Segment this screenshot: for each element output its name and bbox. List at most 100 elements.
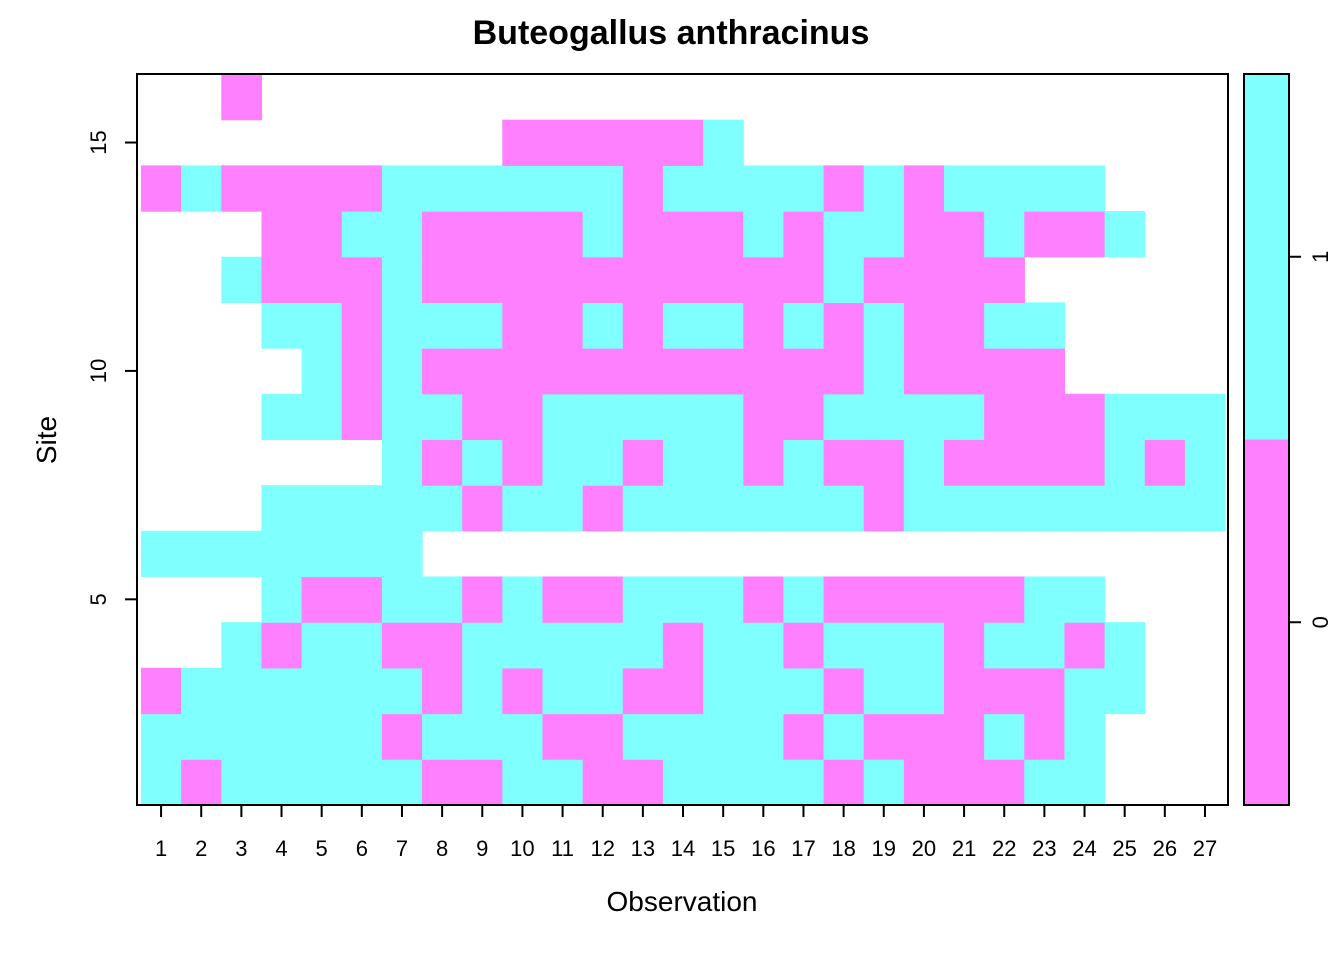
heatmap-cell bbox=[823, 713, 865, 760]
heatmap-cell bbox=[582, 622, 624, 669]
heatmap-cell bbox=[381, 393, 423, 441]
heatmap-cell bbox=[743, 485, 784, 532]
heatmap-cell bbox=[903, 302, 945, 349]
heatmap-cell bbox=[181, 713, 222, 760]
heatmap-cell bbox=[582, 713, 624, 760]
x-tick-label: 4 bbox=[275, 836, 287, 861]
heatmap-cell bbox=[622, 165, 664, 212]
heatmap-cell bbox=[381, 576, 423, 623]
heatmap-cell bbox=[582, 576, 624, 623]
heatmap-cell bbox=[1064, 211, 1106, 258]
heatmap-cell bbox=[221, 165, 263, 212]
heatmap-cell bbox=[381, 165, 423, 212]
heatmap-cell bbox=[381, 485, 423, 532]
heatmap-cell bbox=[582, 667, 624, 715]
heatmap-cell bbox=[181, 530, 222, 578]
heatmap-cell bbox=[301, 713, 343, 760]
x-tick-label: 20 bbox=[912, 836, 936, 861]
heatmap-cell bbox=[542, 622, 584, 669]
heatmap-cell bbox=[1024, 485, 1066, 532]
heatmap-cell bbox=[582, 119, 624, 166]
heatmap-cell bbox=[1184, 485, 1226, 532]
heatmap-cell bbox=[542, 393, 584, 441]
x-tick-label: 26 bbox=[1153, 836, 1177, 861]
heatmap-cell bbox=[542, 485, 584, 532]
heatmap-cell bbox=[903, 165, 945, 212]
heatmap-cell bbox=[341, 622, 383, 669]
heatmap-cell bbox=[622, 667, 664, 715]
heatmap-cell bbox=[743, 622, 784, 669]
heatmap-cell bbox=[582, 302, 624, 349]
heatmap-cell bbox=[502, 256, 544, 303]
x-tick-label: 23 bbox=[1032, 836, 1056, 861]
heatmap-cell bbox=[341, 256, 383, 303]
heatmap-cell bbox=[863, 759, 905, 806]
heatmap-cell bbox=[944, 211, 985, 258]
heatmap-cell bbox=[743, 667, 784, 715]
color-legend: 01 bbox=[1243, 73, 1333, 806]
heatmap-cell bbox=[462, 302, 503, 349]
heatmap-cell bbox=[823, 211, 865, 258]
heatmap-cell bbox=[261, 211, 303, 258]
heatmap-cell bbox=[221, 759, 263, 806]
heatmap-cell bbox=[743, 439, 784, 486]
heatmap-cell bbox=[1144, 439, 1186, 486]
x-tick-label: 10 bbox=[510, 836, 534, 861]
x-tick-label: 5 bbox=[316, 836, 328, 861]
heatmap-cell bbox=[341, 348, 383, 395]
heatmap-cell bbox=[662, 485, 704, 532]
heatmap-cell bbox=[341, 759, 383, 806]
heatmap-cell bbox=[903, 485, 945, 532]
heatmap-cell bbox=[381, 348, 423, 395]
heatmap-cell bbox=[502, 211, 544, 258]
heatmap-cell bbox=[141, 759, 182, 806]
heatmap-cell bbox=[422, 165, 463, 212]
heatmap-cell bbox=[261, 576, 303, 623]
heatmap-cell bbox=[381, 530, 423, 578]
heatmap-cell bbox=[462, 576, 503, 623]
heatmap-cell bbox=[984, 576, 1025, 623]
heatmap-cell bbox=[1104, 211, 1146, 258]
heatmap-cell bbox=[462, 759, 503, 806]
heatmap-cell bbox=[502, 119, 544, 166]
heatmap-cell bbox=[422, 211, 463, 258]
heatmap-cell bbox=[141, 713, 182, 760]
y-axis-label: Site bbox=[31, 416, 62, 464]
heatmap-cell bbox=[622, 713, 664, 760]
heatmap-cell bbox=[381, 302, 423, 349]
heatmap-cell bbox=[341, 530, 383, 578]
heatmap-cell bbox=[1024, 576, 1066, 623]
heatmap-cell bbox=[1024, 348, 1066, 395]
heatmap-cell bbox=[823, 485, 865, 532]
heatmap-cell bbox=[502, 439, 544, 486]
heatmap-cell bbox=[703, 165, 744, 212]
heatmap-cell bbox=[823, 622, 865, 669]
x-tick-label: 11 bbox=[551, 836, 574, 861]
heatmap-cell bbox=[944, 348, 985, 395]
heatmap-cell bbox=[743, 393, 784, 441]
heatmap-cell bbox=[422, 759, 463, 806]
heatmap-cell bbox=[542, 302, 584, 349]
heatmap-cell bbox=[662, 667, 704, 715]
heatmap-cell bbox=[703, 256, 744, 303]
heatmap-cell bbox=[903, 622, 945, 669]
heatmap-cell bbox=[582, 348, 624, 395]
heatmap-cell bbox=[622, 485, 664, 532]
heatmap-cell bbox=[462, 667, 503, 715]
heatmap-cell bbox=[944, 759, 985, 806]
chart-title: Buteogallus anthracinus bbox=[473, 14, 870, 52]
heatmap-cell bbox=[984, 211, 1025, 258]
heatmap-cell bbox=[1104, 622, 1146, 669]
heatmap-cell bbox=[1024, 667, 1066, 715]
x-tick-label: 21 bbox=[952, 836, 976, 861]
heatmap-cell bbox=[703, 667, 744, 715]
heatmap-cell bbox=[422, 667, 463, 715]
heatmap-cell bbox=[823, 302, 865, 349]
heatmap-cell bbox=[261, 165, 303, 212]
heatmap-cell bbox=[622, 119, 664, 166]
heatmap-cell bbox=[944, 256, 985, 303]
heatmap-cell bbox=[622, 622, 664, 669]
heatmap-cell bbox=[823, 759, 865, 806]
heatmap-cell bbox=[622, 302, 664, 349]
x-tick-label: 6 bbox=[356, 836, 368, 861]
